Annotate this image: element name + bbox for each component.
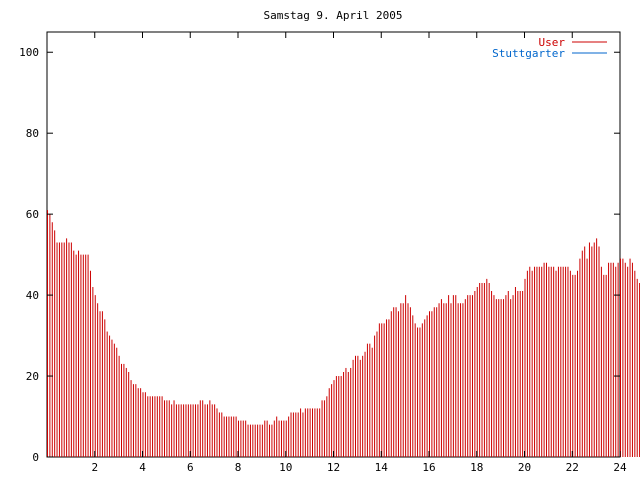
x-tick-label: 2 — [91, 461, 98, 474]
y-tick-label: 100 — [19, 46, 39, 59]
x-tick-label: 16 — [422, 461, 435, 474]
legend: User Stuttgarter — [492, 36, 607, 60]
x-tick-label: 24 — [613, 461, 627, 474]
y-tick-label: 80 — [26, 127, 39, 140]
legend-label-user: User — [539, 36, 566, 49]
y-tick-label: 20 — [26, 370, 39, 383]
x-tick-label: 10 — [279, 461, 292, 474]
y-tick-label: 40 — [26, 289, 39, 302]
x-tick-label: 8 — [235, 461, 242, 474]
x-axis: 2 4 6 8 10 12 14 16 18 20 22 24 — [91, 32, 627, 474]
x-tick-label: 12 — [327, 461, 340, 474]
y-tick-label: 60 — [26, 208, 39, 221]
chart-title: Samstag 9. April 2005 — [263, 9, 402, 22]
x-tick-label: 22 — [566, 461, 579, 474]
x-tick-label: 14 — [375, 461, 389, 474]
x-tick-label: 18 — [470, 461, 483, 474]
x-tick-label: 6 — [187, 461, 194, 474]
y-axis: 0 20 40 60 80 100 — [19, 46, 620, 464]
y-tick-label: 0 — [32, 451, 39, 464]
legend-label-stuttgarter: Stuttgarter — [492, 47, 565, 60]
x-tick-label: 20 — [518, 461, 531, 474]
x-tick-label: 4 — [139, 461, 146, 474]
